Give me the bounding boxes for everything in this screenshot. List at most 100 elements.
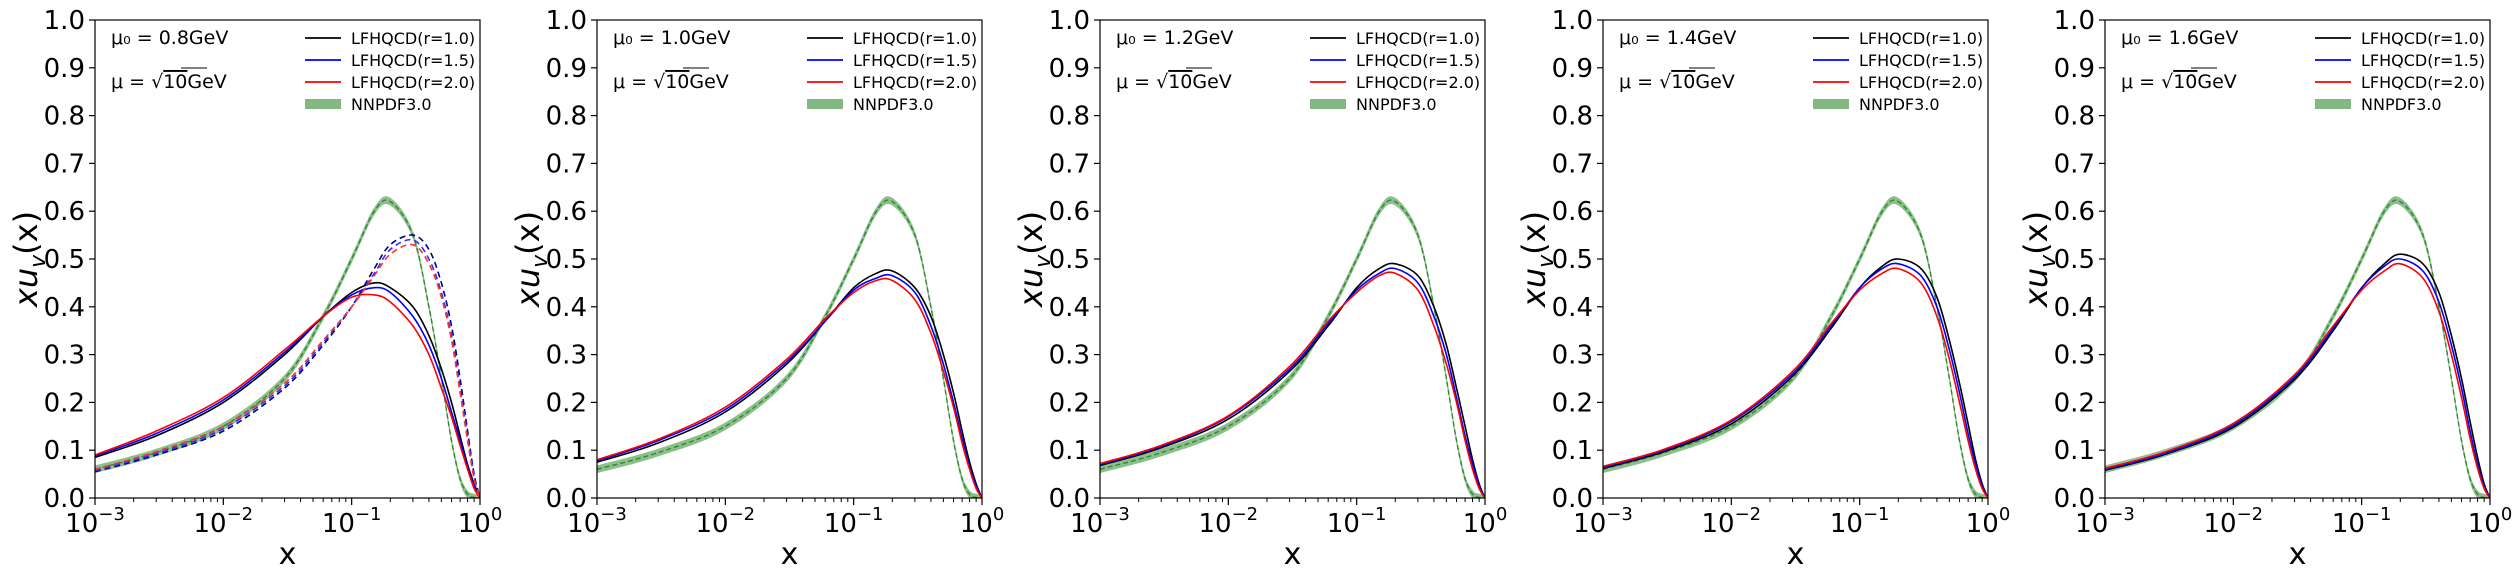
x-tick-exponent: −1 bbox=[857, 504, 884, 525]
x-tick-label: 100 bbox=[458, 504, 503, 539]
y-tick-label: 0.4 bbox=[2054, 293, 2095, 323]
legend-label: LFHQCD(r=2.0) bbox=[1356, 73, 1480, 92]
series-line-lfhqcd-r-2-0- bbox=[1603, 267, 1988, 498]
annotation-mu0: μ₀ = 1.2GeV bbox=[1116, 27, 1233, 49]
x-tick-label: 100 bbox=[960, 504, 1005, 539]
x-tick-label: 10−1 bbox=[2332, 504, 2392, 539]
series-nnpdf-central bbox=[597, 199, 982, 498]
plot-area bbox=[95, 196, 480, 498]
legend-label: NNPDF3.0 bbox=[853, 95, 934, 114]
y-tick-label: 0.9 bbox=[546, 54, 587, 84]
series-line-lfhqcd-r-1-0- bbox=[597, 269, 982, 498]
legend: LFHQCD(r=1.0) LFHQCD(r=1.5) LFHQCD(r=2.0) N… bbox=[1813, 29, 1983, 114]
x-tick-base: 10 bbox=[2332, 509, 2365, 539]
panel-mu0-1.2: 0.00.10.20.30.40.50.60.70.80.91.010−3 10−… bbox=[1012, 6, 1507, 572]
series-line-lfhqcd-r-1-5- bbox=[95, 286, 480, 498]
annotation-mu-root: 10 bbox=[1168, 71, 1192, 93]
x-tick-exponent: −1 bbox=[2365, 504, 2392, 525]
y-tick-label: 0.5 bbox=[546, 245, 587, 275]
x-tick-base: 10 bbox=[65, 509, 98, 539]
x-tick-base: 10 bbox=[194, 509, 227, 539]
x-tick-label: 100 bbox=[1966, 504, 2011, 539]
plot-area bbox=[1100, 196, 1485, 498]
legend-label: LFHQCD(r=1.5) bbox=[853, 51, 977, 70]
legend-label: NNPDF3.0 bbox=[2361, 95, 2442, 114]
y-tick-label: 0.4 bbox=[1552, 293, 1593, 323]
x-tick-label: 10−3 bbox=[65, 504, 125, 539]
x-tick-exponent: 0 bbox=[2501, 504, 2512, 525]
x-tick-base: 10 bbox=[1573, 509, 1606, 539]
x-tick-base: 10 bbox=[1070, 509, 1103, 539]
annotation-mu-root: 10 bbox=[163, 71, 187, 93]
legend-swatch-band bbox=[1813, 99, 1849, 109]
x-tick-base: 10 bbox=[1966, 509, 1999, 539]
series-line-lfhqcd-r-1-0--dashed bbox=[95, 234, 480, 498]
legend-label: LFHQCD(r=1.5) bbox=[351, 51, 475, 70]
y-tick-label: 0.3 bbox=[1049, 341, 1090, 371]
series-line-lfhqcd-r-2-0--dashed bbox=[95, 243, 480, 498]
y-tick-label: 0.8 bbox=[1552, 102, 1593, 132]
y-tick-label: 0.8 bbox=[2054, 102, 2095, 132]
y-tick-label: 0.8 bbox=[44, 102, 85, 132]
series-line-lfhqcd-r-2-0- bbox=[95, 293, 480, 498]
legend-swatch-band bbox=[305, 99, 341, 109]
legend: LFHQCD(r=1.0) LFHQCD(r=1.5) LFHQCD(r=2.0) N… bbox=[305, 29, 475, 114]
legend-label: NNPDF3.0 bbox=[1356, 95, 1437, 114]
y-tick-label: 0.1 bbox=[1552, 436, 1593, 466]
y-tick-label: 1.0 bbox=[546, 6, 587, 36]
x-tick-base: 10 bbox=[1702, 509, 1735, 539]
y-tick-label: 0.4 bbox=[546, 293, 587, 323]
y-tick-label: 0.0 bbox=[44, 484, 85, 514]
y-tick-label: 0.7 bbox=[546, 149, 587, 179]
legend-swatch-band bbox=[807, 99, 843, 109]
panel-mu0-1.4: 0.00.10.20.30.40.50.60.70.80.91.010−3 10−… bbox=[1515, 6, 2010, 572]
legend-label: LFHQCD(r=2.0) bbox=[2361, 73, 2485, 92]
x-tick-label: 10−1 bbox=[1327, 504, 1387, 539]
annotation-mu-root: 10 bbox=[665, 71, 689, 93]
legend-label: NNPDF3.0 bbox=[1859, 95, 1940, 114]
x-axis-label: x bbox=[1787, 537, 1805, 572]
legend: LFHQCD(r=1.0) LFHQCD(r=1.5) LFHQCD(r=2.0) N… bbox=[1310, 29, 1480, 114]
y-tick-label: 1.0 bbox=[1552, 6, 1593, 36]
x-tick-exponent: 0 bbox=[491, 504, 502, 525]
legend-swatch-band bbox=[1310, 99, 1346, 109]
series-line-lfhqcd-r-1-5- bbox=[1100, 267, 1485, 498]
x-tick-exponent: −2 bbox=[729, 504, 756, 525]
y-axis-label: xuv(x) bbox=[1012, 211, 1056, 308]
y-tick-label: 0.1 bbox=[2054, 436, 2095, 466]
y-tick-label: 1.0 bbox=[1049, 6, 1090, 36]
x-tick-label: 10−3 bbox=[567, 504, 627, 539]
annotation-mu0: μ₀ = 1.0GeV bbox=[613, 27, 730, 49]
panel-mu0-1.6: 0.00.10.20.30.40.50.60.70.80.91.010−3 10−… bbox=[2017, 6, 2512, 572]
y-tick-label: 0.0 bbox=[1552, 484, 1593, 514]
series-line-lfhqcd-r-1-0- bbox=[1100, 262, 1485, 498]
legend-label: LFHQCD(r=1.5) bbox=[1859, 51, 1983, 70]
x-tick-exponent: 0 bbox=[993, 504, 1004, 525]
annotation-mu-root: 10 bbox=[1671, 71, 1695, 93]
x-tick-exponent: −2 bbox=[227, 504, 254, 525]
x-tick-label: 10−2 bbox=[2204, 504, 2264, 539]
y-axis-label: xuv(x) bbox=[2017, 211, 2061, 308]
legend-label: LFHQCD(r=1.5) bbox=[1356, 51, 1480, 70]
panel-mu0-1.0: 0.00.10.20.30.40.50.60.70.80.91.010−3 10−… bbox=[509, 6, 1004, 572]
x-tick-base: 10 bbox=[2468, 509, 2501, 539]
legend-label: LFHQCD(r=1.5) bbox=[2361, 51, 2485, 70]
x-tick-exponent: −3 bbox=[2108, 504, 2135, 525]
x-tick-base: 10 bbox=[1327, 509, 1360, 539]
y-tick-label: 0.6 bbox=[44, 197, 85, 227]
y-axis-label: xuv(x) bbox=[7, 211, 51, 308]
series-nnpdf-central bbox=[95, 199, 480, 498]
x-axis-label: x bbox=[1284, 537, 1302, 572]
y-tick-label: 0.1 bbox=[546, 436, 587, 466]
series-line-lfhqcd-r-1-5- bbox=[2105, 258, 2490, 498]
x-tick-label: 10−2 bbox=[1702, 504, 1762, 539]
y-tick-label: 0.0 bbox=[546, 484, 587, 514]
legend-label: LFHQCD(r=2.0) bbox=[853, 73, 977, 92]
y-tick-label: 0.9 bbox=[1552, 54, 1593, 84]
y-tick-label: 0.8 bbox=[1049, 102, 1090, 132]
x-tick-label: 10−1 bbox=[824, 504, 884, 539]
y-tick-label: 0.3 bbox=[546, 341, 587, 371]
plot-area bbox=[1603, 196, 1988, 498]
x-tick-base: 10 bbox=[1830, 509, 1863, 539]
x-axis-label: x bbox=[279, 537, 297, 572]
